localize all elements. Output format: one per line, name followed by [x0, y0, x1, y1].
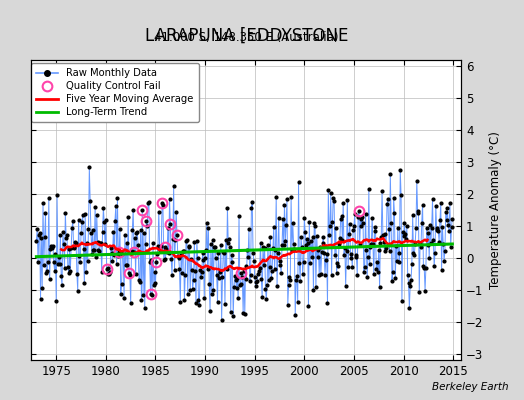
- Legend: Raw Monthly Data, Quality Control Fail, Five Year Moving Average, Long-Term Tren: Raw Monthly Data, Quality Control Fail, …: [31, 63, 199, 122]
- Title: LARAPUNA [EDDYSTONE: LARAPUNA [EDDYSTONE: [145, 26, 348, 44]
- Y-axis label: Temperature Anomaly (°C): Temperature Anomaly (°C): [489, 131, 502, 289]
- Text: 41.000 S, 148.350 E (Australia): 41.000 S, 148.350 E (Australia): [154, 30, 339, 44]
- Text: Berkeley Earth: Berkeley Earth: [432, 382, 508, 392]
